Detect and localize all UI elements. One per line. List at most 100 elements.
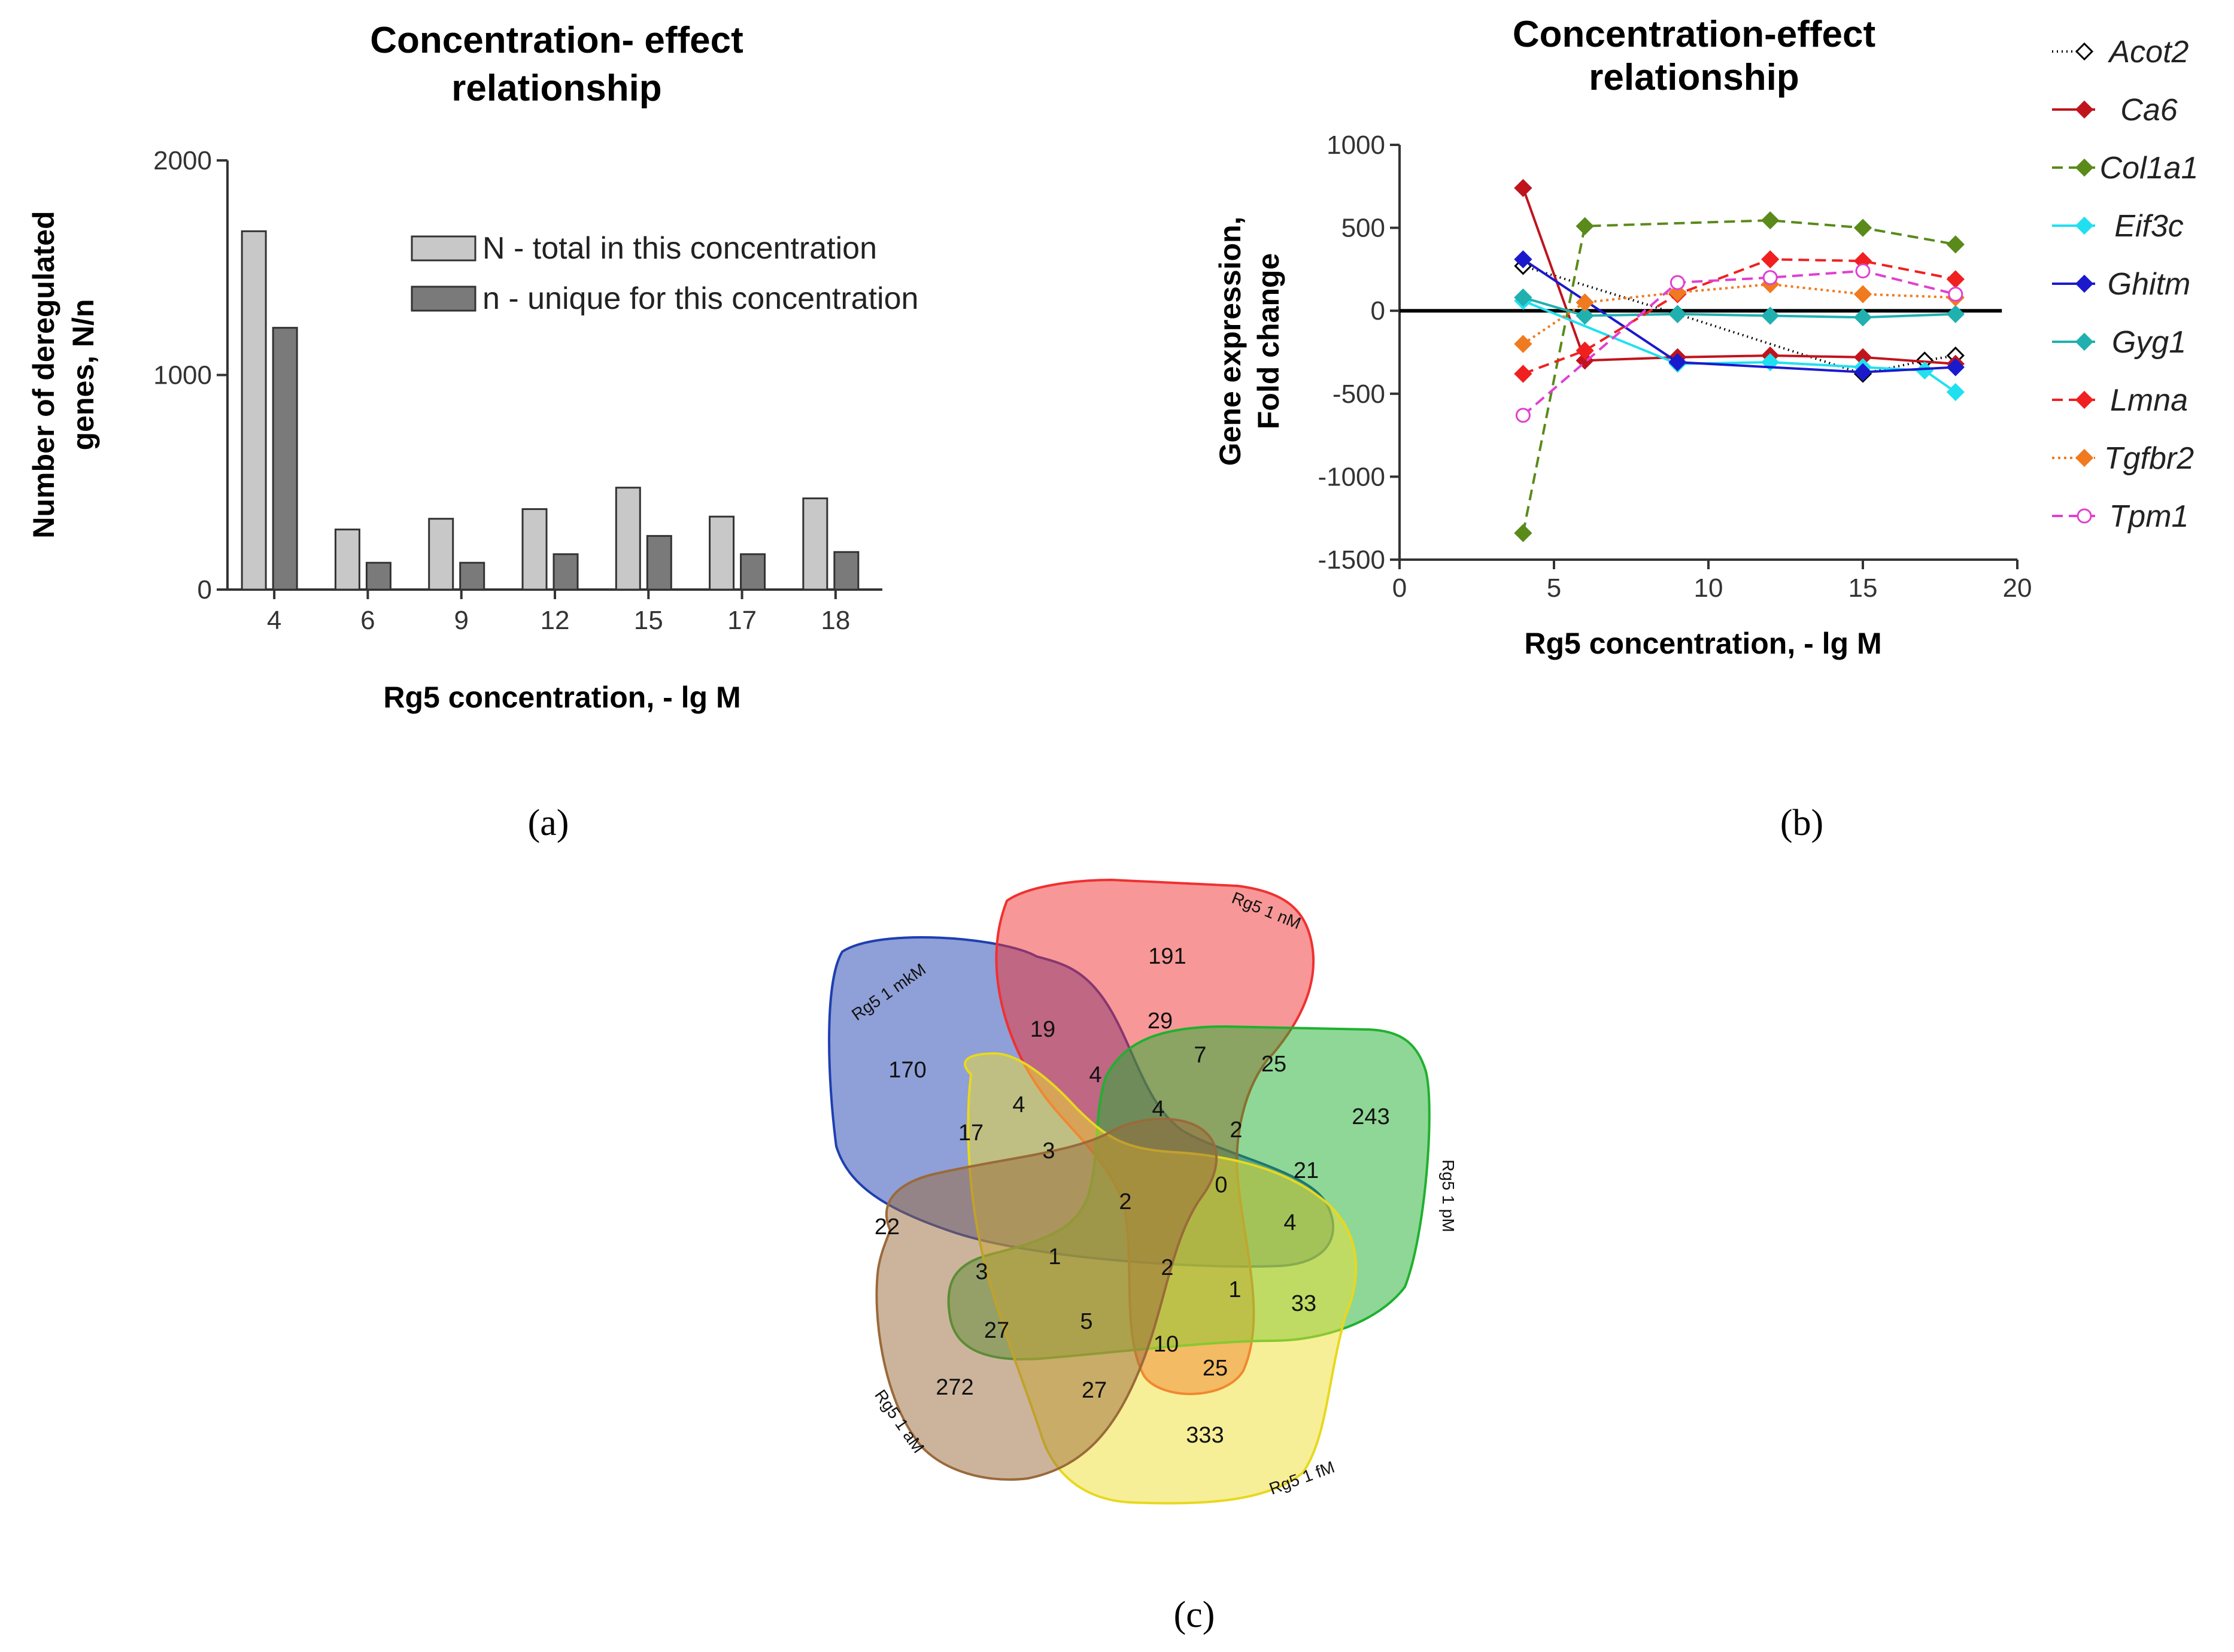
venn-count: 170: [888, 1058, 926, 1083]
venn-count: 10: [1154, 1332, 1179, 1357]
line-chart-y-tick-label: -1500: [1318, 545, 1385, 575]
venn-count: 4: [1152, 1097, 1164, 1122]
venn-diagram-panel: Rg5 1 mkM Rg5 1 nM Rg5 1 pM Rg5 1 fM Rg5…: [828, 878, 1458, 1635]
panel-label-a: (a): [528, 803, 569, 843]
bar-chart-y-axis-label: Number of deregulated genes, N/n: [27, 211, 100, 538]
point-lmna: [1761, 250, 1780, 269]
venn-label-pm: Rg5 1 pM: [1439, 1159, 1458, 1232]
line-chart-y-tick-label: 500: [1341, 214, 1385, 243]
line-chart-y-tick-label: 0: [1371, 296, 1385, 326]
bar-unique-6: [365, 561, 391, 591]
bar-chart-y-tick-label: 0: [198, 575, 212, 605]
line-chart-x-tick-label: 0: [1392, 573, 1407, 603]
bar-chart-panel: Concentration- effect relationship Numbe…: [27, 20, 918, 843]
legend-marker-ca6: [2075, 100, 2094, 119]
point-ghitm: [1946, 358, 1965, 376]
line-chart-y-label-line-2: Fold change: [1252, 253, 1285, 429]
venn-count: 27: [984, 1318, 1009, 1343]
legend-label-eif3c: Eif3c: [2114, 209, 2184, 244]
legend-label-acot2: Acot2: [2108, 35, 2189, 69]
venn-count: 191: [1148, 944, 1186, 969]
venn-count: 2: [1119, 1189, 1131, 1214]
venn-count: 1: [1048, 1244, 1061, 1270]
bar-unique-18: [833, 551, 860, 591]
bar-chart-x-axis-label: Rg5 concentration, - lg M: [383, 681, 740, 714]
series-line-col1a1: [1522, 219, 1956, 534]
panel-label-c: (c): [1174, 1595, 1215, 1635]
panel-label-b: (b): [1780, 803, 1823, 843]
venn-count: 1: [1228, 1277, 1241, 1302]
line-chart-x-axis-label: Rg5 concentration, - lg M: [1524, 627, 1881, 660]
point-col1a1: [1946, 235, 1965, 254]
bar-chart-bars: [241, 230, 860, 591]
point-tgfbr2: [1853, 285, 1872, 303]
line-chart-title-line-1: Concentration-effect: [1513, 14, 1875, 55]
venn-count: 21: [1294, 1158, 1319, 1183]
bar-legend-label: N - total in this concentration: [482, 231, 877, 266]
bar-chart-x-tick-label: 17: [727, 606, 757, 635]
bar-chart-x-tick-label: 12: [541, 606, 570, 635]
point-ghitm: [1514, 250, 1532, 269]
point-gyg1: [1576, 306, 1594, 325]
point-tpm1: [1855, 263, 1871, 279]
bar-unique-15: [646, 535, 672, 591]
point-gyg1: [1761, 306, 1780, 325]
bar-legend-label: n - unique for this concentration: [482, 281, 918, 316]
bar-total-17: [709, 515, 735, 591]
bar-unique-17: [740, 553, 766, 591]
bar-chart-title-line-2: relationship: [451, 68, 661, 109]
legend-marker-tgfbr2: [2075, 448, 2094, 467]
line-chart-panel: Concentration-effect relationship Gene e…: [1213, 14, 2198, 843]
bar-legend-swatch: [411, 286, 476, 312]
point-eif3c: [1946, 382, 1965, 402]
bar-total-6: [334, 529, 360, 591]
legend-marker-col1a1: [2075, 158, 2094, 177]
venn-count: 333: [1186, 1423, 1224, 1448]
legend-label-lmna: Lmna: [2110, 383, 2188, 418]
series-line-ghitm: [1522, 258, 1956, 373]
series-line-ca6: [1522, 187, 1956, 365]
series-line-lmna: [1522, 258, 1956, 375]
line-chart-legend: Acot2 Ca6 Col1a1 Eif3c Ghitm Gyg1 Lmna Tgfbr2 Tp…: [2052, 35, 2198, 534]
legend-label-ca6: Ca6: [2120, 93, 2177, 127]
point-gyg1: [1853, 308, 1872, 327]
legend-label-col1a1: Col1a1: [2100, 151, 2199, 186]
bar-total-12: [521, 508, 548, 591]
venn-count: 29: [1148, 1009, 1173, 1034]
legend-label-ghitm: Ghitm: [2108, 267, 2191, 302]
series-line-tgfbr2: [1522, 283, 1956, 345]
bar-chart-title-line-1: Concentration- effect: [370, 20, 743, 61]
point-ca6: [1514, 178, 1532, 198]
venn-count: 272: [936, 1375, 973, 1400]
venn-count: 0: [1215, 1173, 1227, 1198]
line-chart-x-tick-label: 10: [1694, 573, 1723, 603]
point-col1a1: [1853, 218, 1872, 237]
bar-chart-y-label-line-1: Number of deregulated: [27, 211, 60, 538]
bar-total-18: [802, 497, 828, 591]
legend-label-tpm1: Tpm1: [2109, 499, 2189, 534]
line-chart-y-axis-label: Gene expression, Fold change: [1213, 217, 1285, 466]
legend-label-gyg1: Gyg1: [2112, 325, 2186, 360]
venn-count: 4: [1089, 1062, 1101, 1088]
point-gyg1: [1946, 305, 1965, 323]
point-lmna: [1576, 341, 1594, 360]
line-chart-y-tick-label: 1000: [1327, 130, 1385, 160]
venn-count: 25: [1203, 1356, 1228, 1381]
point-col1a1: [1761, 211, 1780, 230]
line-chart-y-label-line-1: Gene expression,: [1213, 217, 1247, 466]
bar-chart-legend: N - total in this concentration n - uniqu…: [411, 231, 918, 316]
line-chart-series: [1514, 178, 1965, 542]
venn-count: 243: [1352, 1104, 1389, 1129]
bar-chart-y-label-line-2: genes, N/n: [66, 299, 100, 451]
bar-legend-swatch: [411, 235, 476, 262]
bar-total-4: [241, 230, 267, 591]
line-chart-x-tick-label: 15: [1848, 573, 1878, 603]
point-ghitm: [1853, 363, 1872, 381]
bar-chart-y-tick-label: 1000: [153, 361, 212, 390]
line-chart-y-tick-label: -1000: [1318, 462, 1385, 491]
venn-count: 3: [1042, 1138, 1055, 1164]
point-tgfbr2: [1514, 335, 1532, 353]
line-chart-x-tick-label: 20: [2003, 573, 2032, 603]
bar-chart-x-tick-label: 6: [360, 606, 375, 635]
legend-label-tgfbr2: Tgfbr2: [2104, 441, 2194, 476]
